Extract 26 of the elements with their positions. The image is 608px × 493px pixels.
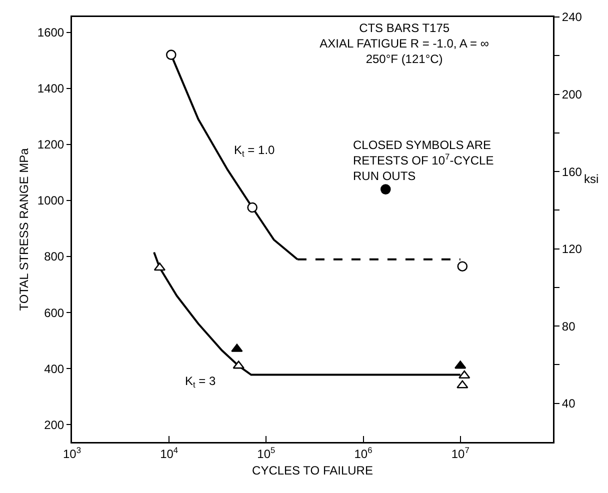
y-tick-label: 1000 — [37, 194, 64, 208]
x-tick-label: 10$^{3}$ — [62, 444, 82, 461]
series-label: K$_{t}$ = 3 — [185, 374, 216, 390]
text: CLOSED SYMBOLS ARE RETESTS OF 10$^{7}$-CYCLE RUN OUTS — [353, 138, 494, 184]
y2-tick-label: 200 — [562, 87, 582, 102]
y-tick-label: 400 — [44, 362, 64, 376]
x-tick-label: 10$^{6}$ — [354, 444, 373, 461]
y-tick-label: 1600 — [37, 26, 64, 40]
text: CTS BARS T175 AXIAL FATIGUE R = -1.0, A = ∞ 250°F (121°C) — [320, 21, 490, 66]
y2-axis-title: ksi — [584, 172, 599, 186]
y-tick-label: 1200 — [37, 138, 64, 152]
x-tick-label: 10$^{7}$ — [451, 444, 470, 461]
y2-tick-label: 240 — [562, 10, 582, 24]
y2-tick-label: 80 — [562, 319, 576, 334]
x-tick-label: 10$^{5}$ — [257, 444, 276, 461]
y2-tick-label: 160 — [562, 164, 582, 179]
y-tick-label: 800 — [44, 250, 64, 264]
x-tick-label: 10$^{4}$ — [160, 444, 178, 461]
y-tick-label: 1400 — [37, 82, 64, 96]
y2-tick-label: 120 — [562, 242, 582, 256]
series-label: K$_{t}$ = 1.0 — [234, 143, 276, 159]
y-tick-label: 600 — [44, 306, 64, 320]
x-axis-title: CYCLES TO FAILURE — [252, 464, 373, 478]
y2-tick-label: 40 — [562, 396, 576, 411]
y-tick-label: 200 — [44, 418, 64, 432]
y-axis-title: TOTAL STRESS RANGE MPa — [16, 148, 31, 311]
